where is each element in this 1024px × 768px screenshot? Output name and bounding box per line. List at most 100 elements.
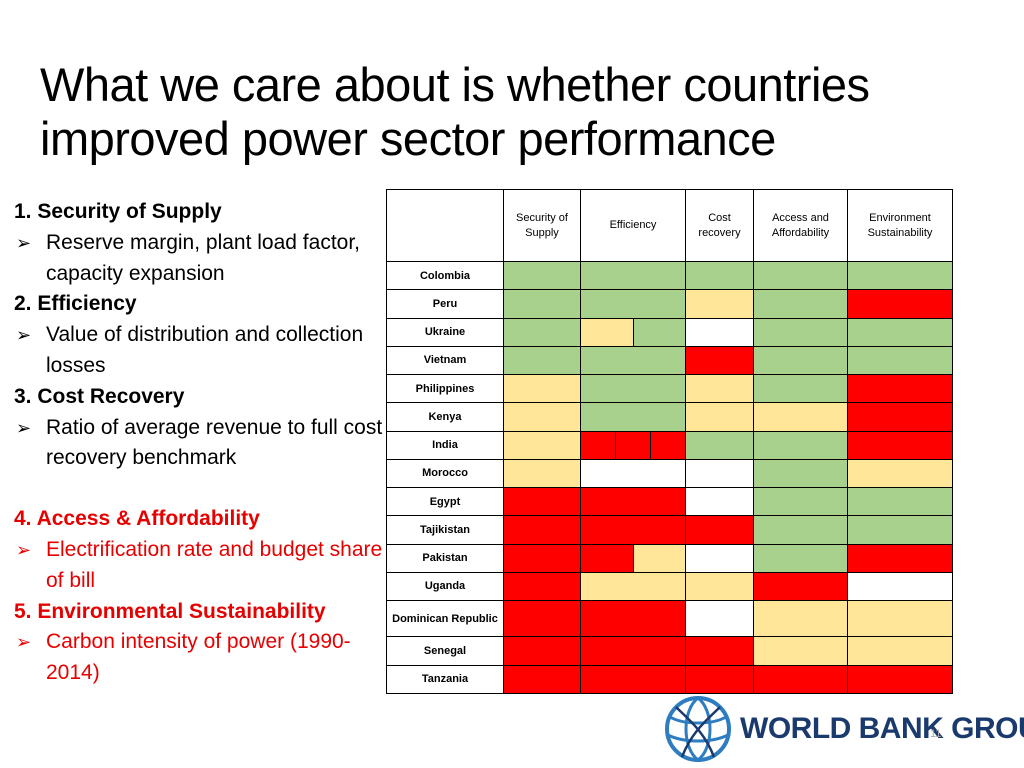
country-cell: Dominican Republic [386, 599, 504, 638]
rating-cell [580, 373, 686, 404]
rating-swatch-green [581, 375, 685, 403]
rating-swatch-green [686, 431, 753, 459]
country-cell: Pakistan [386, 543, 504, 573]
rating-cell [580, 345, 686, 376]
rating-swatch-green [754, 544, 847, 572]
table-row: Egypt [386, 486, 953, 517]
rating-cell [580, 515, 686, 545]
rating-cell [847, 571, 953, 602]
rating-cell [503, 345, 581, 376]
rating-cell [580, 458, 686, 489]
rating-swatch-red [504, 637, 580, 665]
rating-swatch-green [754, 375, 847, 403]
rating-cell [753, 317, 848, 347]
criterion-heading: 3. Cost Recovery [14, 384, 185, 408]
criterion-bullet: ➢ Reserve margin, plant load factor, capa… [14, 228, 384, 290]
table-row: Uganda [386, 571, 953, 602]
criterion-bullet-text: Carbon intensity of power (1990-2014) [46, 630, 351, 685]
table-row: Peru [386, 289, 953, 319]
rating-cell [753, 486, 848, 517]
rating-swatch-red [504, 544, 580, 572]
country-cell: Ukraine [386, 317, 504, 347]
country-cell: Peru [386, 289, 504, 319]
rating-cell [685, 636, 754, 666]
rating-swatch-green [754, 431, 847, 459]
table-row: Colombia [386, 260, 953, 291]
rating-cell [685, 458, 754, 489]
rating-swatch-red [581, 516, 685, 544]
criterion-heading: 1. Security of Supply [14, 200, 222, 223]
rating-cell [503, 289, 581, 319]
rating-swatch-white [686, 601, 753, 637]
rating-cell [847, 458, 953, 489]
rating-cell [847, 373, 953, 404]
country-cell: Uganda [386, 571, 504, 602]
rating-swatch-yellow [754, 637, 847, 665]
rating-swatch-yellow [686, 403, 753, 431]
rating-cell [685, 430, 754, 460]
rating-swatch-red [686, 637, 753, 665]
country-cell: Kenya [386, 402, 504, 432]
rating-cell [580, 543, 686, 573]
table-row: Senegal [386, 636, 953, 666]
rating-swatch-green [754, 459, 847, 487]
rating-swatch-green [754, 262, 847, 290]
rating-cell [847, 345, 953, 376]
rating-cell [753, 515, 848, 545]
rating-cell [685, 373, 754, 404]
rating-swatch-green [848, 262, 952, 290]
criterion-bullet-text: Electrification rate and budget share of… [46, 537, 383, 592]
rating-cell [503, 599, 581, 638]
performance-table: Security of Supply Efficiency Cost recover… [386, 189, 953, 695]
globe-icon [665, 696, 731, 762]
rating-cell [753, 373, 848, 404]
rating-swatch-yellow [848, 601, 952, 637]
slide-title-line-2: improved power sector performance [40, 112, 776, 165]
country-cell: Morocco [386, 458, 504, 489]
rating-cell [753, 599, 848, 638]
rating-swatch-red [754, 572, 847, 600]
rating-swatch-red [581, 431, 615, 459]
criteria-list: 1. Security of Supply ➢ Reserve margin, pl… [14, 197, 384, 689]
rating-swatch-yellow [632, 544, 685, 572]
rating-cell [753, 636, 848, 666]
rating-swatch-white [686, 459, 753, 487]
rating-cell [503, 515, 581, 545]
rating-swatch-green [504, 346, 580, 374]
rating-swatch-yellow [504, 375, 580, 403]
rating-swatch-yellow [581, 318, 633, 346]
country-cell: Colombia [386, 260, 504, 291]
rating-cell [685, 317, 754, 347]
rating-swatch-red [581, 665, 685, 693]
column-header: Environment Sustainability [847, 189, 953, 262]
criterion-bullet: ➢ Ratio of average revenue to full cost r… [14, 413, 384, 475]
list-spacer [14, 474, 384, 504]
rating-cell [847, 430, 953, 460]
table-row: Philippines [386, 373, 953, 404]
rating-swatch-yellow [754, 601, 847, 637]
rating-swatch-red [615, 431, 650, 459]
rating-swatch-green [581, 346, 685, 374]
rating-swatch-green [754, 516, 847, 544]
criterion-bullet: ➢ Value of distribution and collection lo… [14, 320, 384, 382]
rating-cell [685, 486, 754, 517]
country-cell: Egypt [386, 486, 504, 517]
rating-swatch-green [848, 516, 952, 544]
rating-swatch-red [581, 637, 685, 665]
arrow-bullet-icon: ➢ [16, 325, 32, 346]
rating-cell [503, 486, 581, 517]
rating-cell [685, 402, 754, 432]
rating-swatch-red [686, 346, 753, 374]
rating-cell [847, 289, 953, 319]
rating-cell [685, 664, 754, 695]
rating-swatch-white [848, 572, 952, 600]
rating-swatch-red [848, 431, 952, 459]
rating-swatch-yellow [504, 459, 580, 487]
country-cell: Tajikistan [386, 515, 504, 545]
rating-cell [580, 486, 686, 517]
rating-cell [503, 373, 581, 404]
rating-cell [685, 543, 754, 573]
rating-swatch-red [848, 375, 952, 403]
rating-cell [753, 402, 848, 432]
table-row: Pakistan [386, 543, 953, 573]
